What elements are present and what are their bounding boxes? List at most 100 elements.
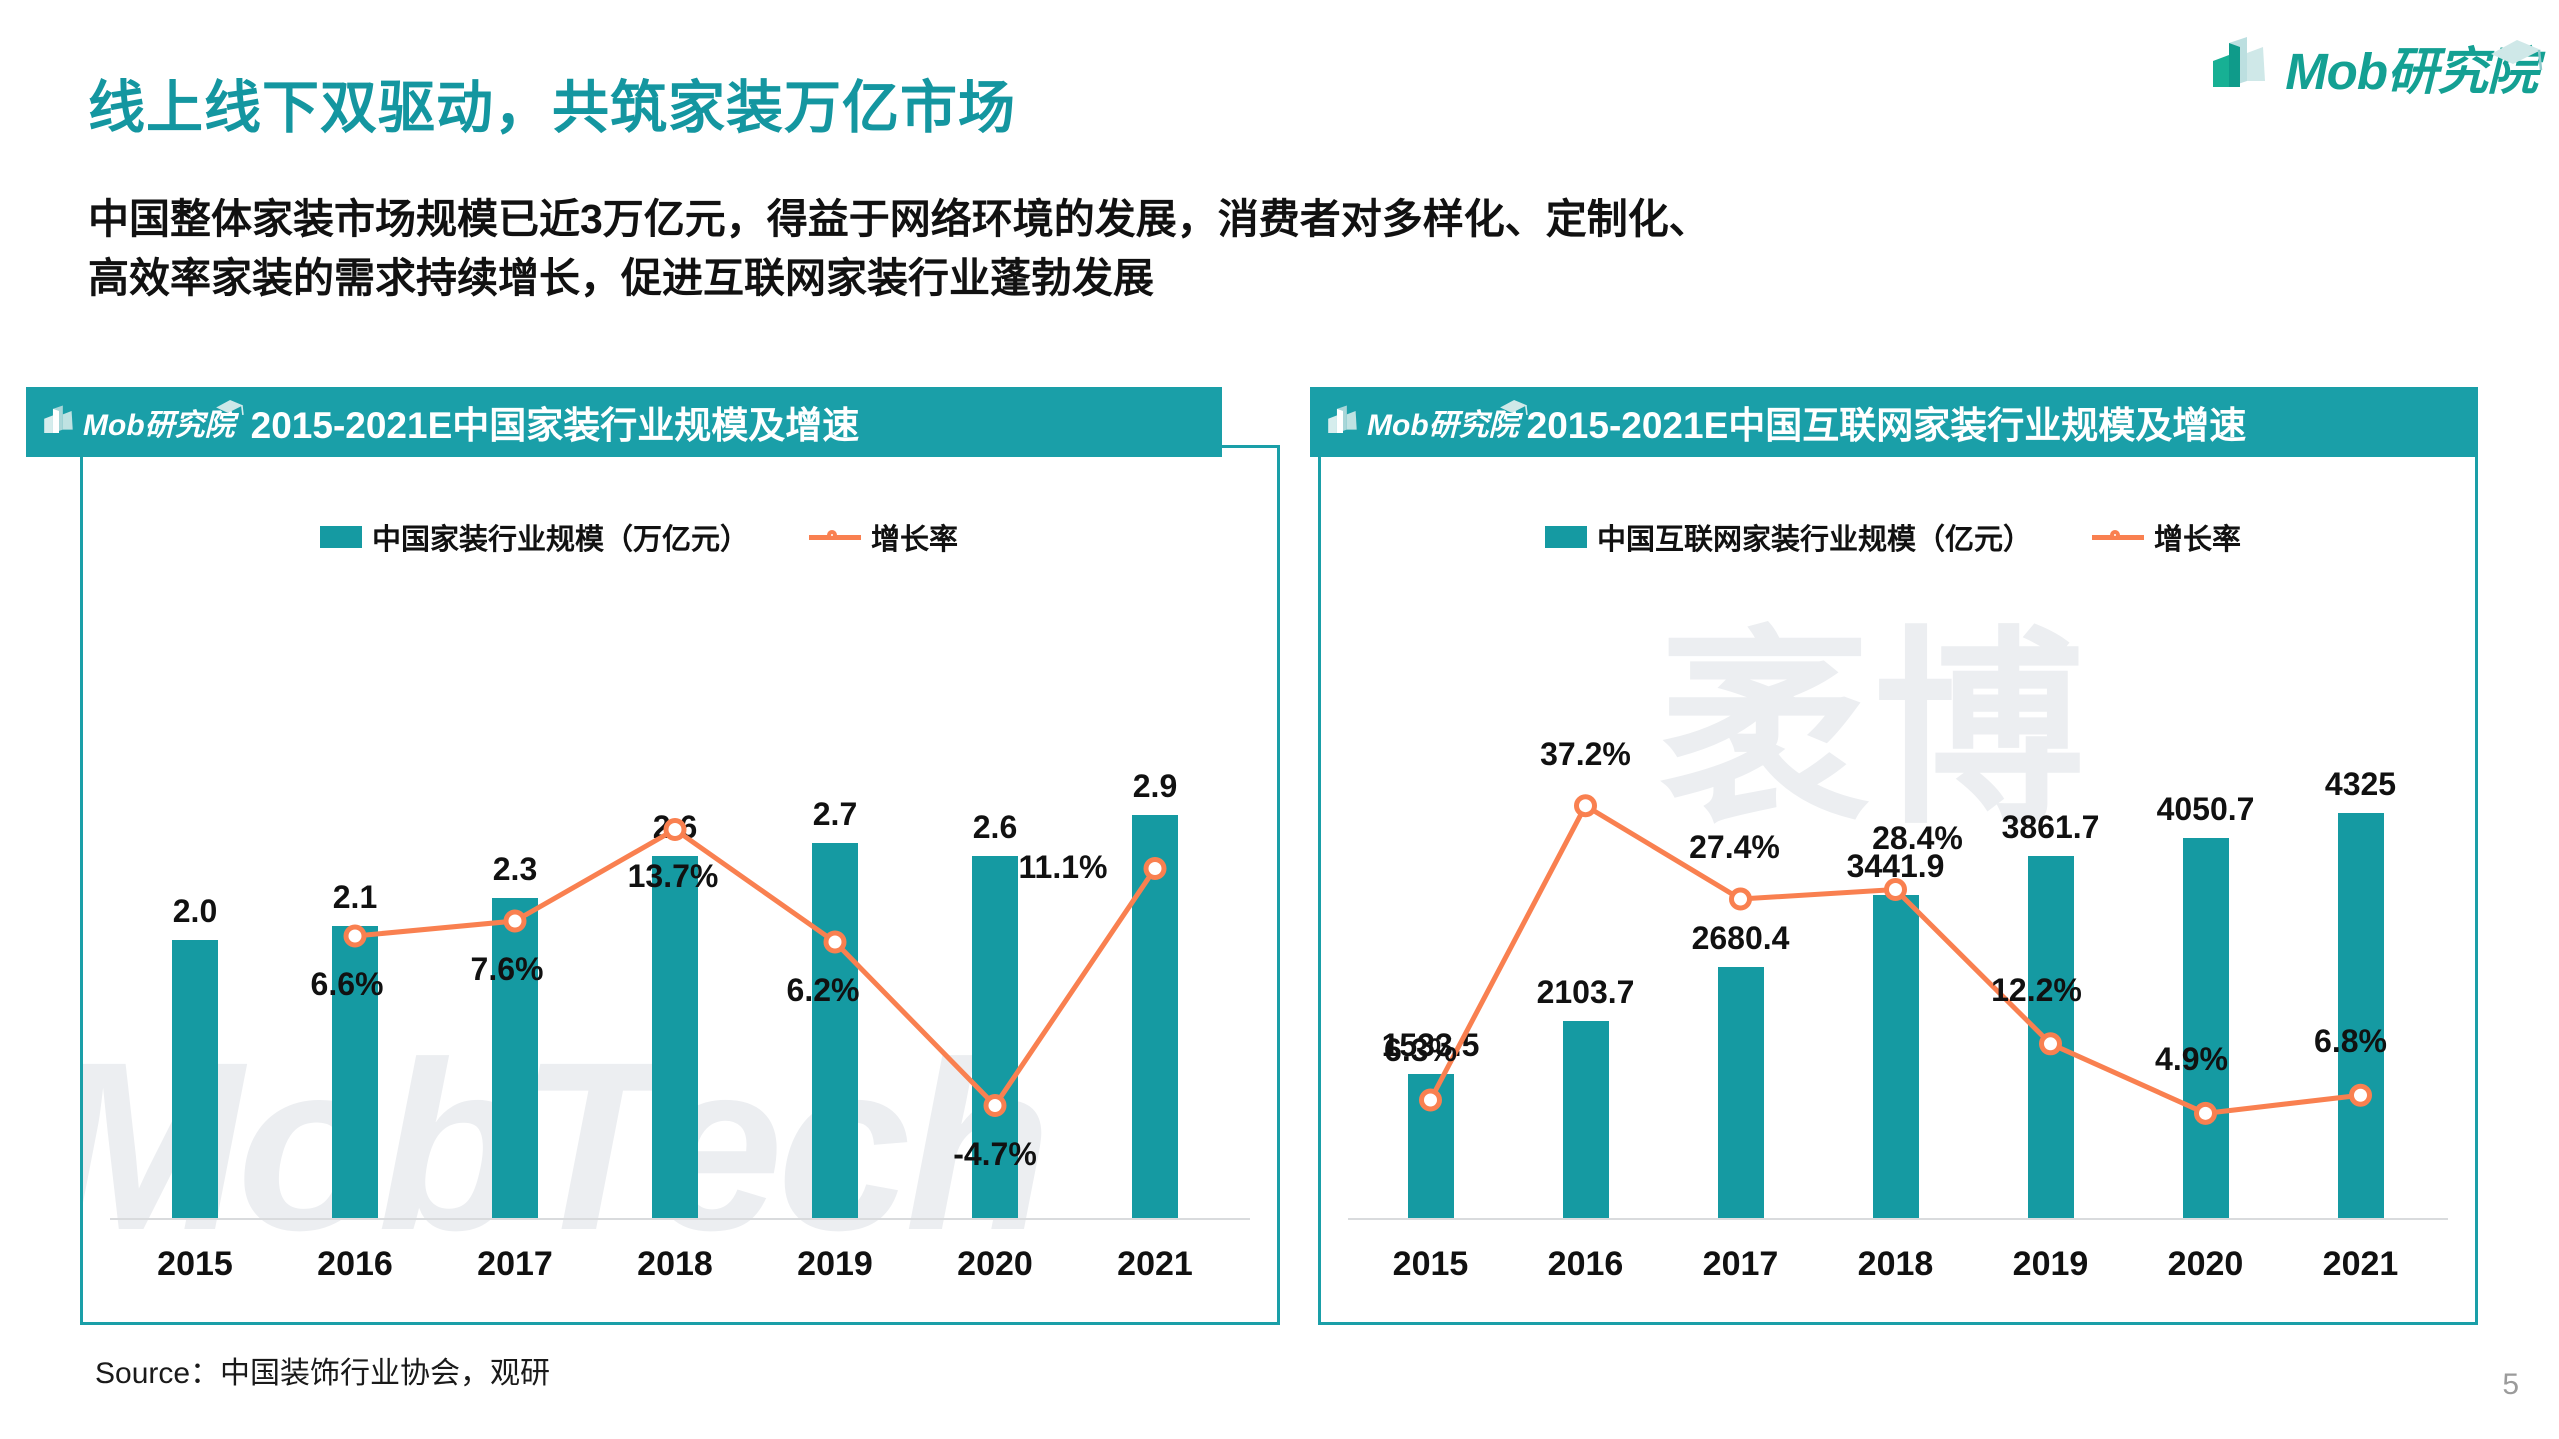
bar-column [1717, 966, 1764, 1218]
bar-value-label: 2.3 [492, 851, 538, 888]
x-axis-tick-label: 2019 [797, 1245, 873, 1283]
line-data-point [663, 818, 687, 841]
growth-rate-label: 6.6% [310, 966, 384, 1002]
growth-rate-label: 11.1% [1018, 848, 1108, 885]
x-axis-tick-label: 2016 [1547, 1245, 1624, 1283]
x-axis-labels-left: 2015 2016 2017 2018 2019 2020 2021 [80, 1245, 1280, 1295]
x-axis-line [1348, 1218, 2448, 1220]
bar-value-label: 2.0 [172, 892, 218, 929]
legend-swatch-line-icon [809, 527, 862, 547]
banner-brand-name: Mob研究院 [83, 399, 244, 444]
page-title: 线上线下双驱动，共筑家装万亿市场 [88, 76, 1016, 140]
growth-rate-label: -4.7% [953, 1135, 1037, 1172]
graduation-cap-icon [214, 392, 244, 426]
chart-banner-right: Mob研究院 2015-2021E中国互联网家装行业规模及增速 [1310, 387, 2478, 457]
bar-value-label: 2.9 [1132, 767, 1178, 804]
bar-value-label: 2.6 [972, 809, 1018, 846]
x-axis-tick-label: 2018 [1857, 1245, 1934, 1283]
x-axis-tick-label: 2015 [1392, 1245, 1469, 1283]
chart-banner-left: Mob研究院 2015-2021E中国家装行业规模及增速 [26, 387, 1222, 457]
source-note: Source：中国装饰行业协会，观研 [95, 1357, 551, 1390]
x-axis-tick-label: 2021 [2322, 1245, 2399, 1283]
chart-legend-left: 中国家装行业规模（万亿元） 增长率 [320, 516, 958, 558]
bar-column [492, 898, 538, 1218]
x-axis-tick-label: 2016 [317, 1245, 393, 1283]
x-axis-labels-right: 2015 2016 2017 2018 2019 2020 2021 [1318, 1245, 2478, 1295]
bar-value-label: 2680.4 [1691, 919, 1790, 956]
x-axis-tick-label: 2019 [2012, 1245, 2089, 1283]
legend-item-line[interactable]: 增长率 [809, 516, 958, 558]
subtitle-line-1: 中国整体家装市场规模已近3万亿元，得益于网络环境的发展，消费者对多样化、定制化、 [88, 196, 1710, 242]
bar [1717, 966, 1764, 1218]
line-data-point [1729, 887, 1752, 911]
graduation-cap-icon [2487, 38, 2543, 77]
banner-brand-name: Mob研究院 [1367, 399, 1528, 444]
building-logo-icon [1326, 403, 1360, 441]
building-logo-icon [2209, 35, 2271, 99]
bar [652, 856, 698, 1218]
bar-column [1562, 1020, 1609, 1218]
legend-item-bar[interactable]: 中国互联网家装行业规模（亿元） [1545, 516, 2032, 558]
line-data-point [503, 909, 527, 933]
bar [2337, 812, 2384, 1218]
bar-column [2182, 838, 2229, 1218]
bar-value-label: 2.7 [812, 795, 858, 832]
growth-rate-label: 4.9% [2155, 1041, 2228, 1078]
bar [172, 939, 218, 1218]
bar-column [972, 856, 1018, 1218]
bar-column [332, 925, 378, 1218]
growth-rate-label: 28.4% [1872, 819, 1963, 856]
bar [492, 898, 538, 1218]
bar-column [2337, 812, 2384, 1218]
chart-legend-right: 中国互联网家装行业规模（亿元） 增长率 [1545, 516, 2241, 558]
bar [1872, 895, 1919, 1218]
bar [1132, 814, 1178, 1218]
growth-rate-label: 6.8% [2314, 1023, 2387, 1060]
legend-label-bar: 中国互联网家装行业规模（亿元） [1597, 524, 2033, 556]
growth-rate-label: 6.3% [1384, 1032, 1457, 1068]
chart-plot-right: 1533.5 2103.7 2680.4 3441.9 3861.7 4050.7 4325… [1318, 600, 2478, 1220]
growth-rate-label: 37.2% [1540, 735, 1631, 772]
growth-rate-label: 12.2% [1991, 971, 2082, 1008]
banner-logo-left: Mob研究院 [42, 399, 244, 444]
building-logo-icon [42, 403, 76, 441]
growth-rate-label: 6.2% [786, 972, 860, 1008]
line-data-point [983, 1094, 1007, 1117]
bar-value-label: 4050.7 [2156, 791, 2255, 828]
growth-rate-label: 7.6% [470, 951, 544, 987]
legend-label-line: 增长率 [2154, 524, 2242, 556]
legend-swatch-bar-icon [320, 526, 362, 548]
line-data-point [343, 924, 367, 948]
growth-rate-label: 27.4% [1689, 829, 1780, 866]
legend-item-line[interactable]: 增长率 [2092, 516, 2241, 558]
graduation-cap-icon [1498, 392, 1528, 426]
bar [812, 842, 858, 1218]
bar-column [172, 939, 218, 1218]
page-subtitle: 中国整体家装市场规模已近3万亿元，得益于网络环境的发展，消费者对多样化、定制化、… [88, 190, 2428, 307]
legend-item-bar[interactable]: 中国家装行业规模（万亿元） [320, 516, 749, 558]
bar-column [1132, 814, 1178, 1218]
chart-plot-left: 2.02.12.32.62.72.62.96.6%7.6%13.7%6.2%-4… [80, 600, 1280, 1220]
x-axis-tick-label: 2020 [957, 1245, 1033, 1283]
x-axis-tick-label: 2021 [1117, 1245, 1193, 1283]
bar-column [652, 856, 698, 1218]
line-data-point [2039, 1032, 2062, 1056]
growth-rate-line [1419, 794, 2372, 1125]
line-data-point [1574, 794, 1597, 818]
x-axis-tick-label: 2018 [637, 1245, 713, 1283]
bar-value-label: 2.1 [332, 878, 378, 915]
growth-rate-label: 13.7% [627, 857, 719, 894]
bar-value-label: 3861.7 [2001, 808, 2100, 845]
brand-logo: Mob研究院 [2209, 30, 2543, 104]
chart-title-right: 2015-2021E中国互联网家装行业规模及增速 [1526, 405, 2247, 446]
line-data-point [1884, 878, 1907, 902]
bar [972, 856, 1018, 1218]
subtitle-line-2: 高效率家装的需求持续增长，促进互联网家装行业蓬勃发展 [88, 254, 1154, 301]
x-axis-tick-label: 2017 [477, 1245, 553, 1283]
legend-swatch-bar-icon [1545, 526, 1587, 548]
line-data-point [2349, 1083, 2372, 1107]
bar-column [812, 842, 858, 1218]
legend-swatch-line-icon [2092, 527, 2145, 547]
line-data-point [823, 930, 847, 954]
bar-column [1872, 895, 1919, 1218]
